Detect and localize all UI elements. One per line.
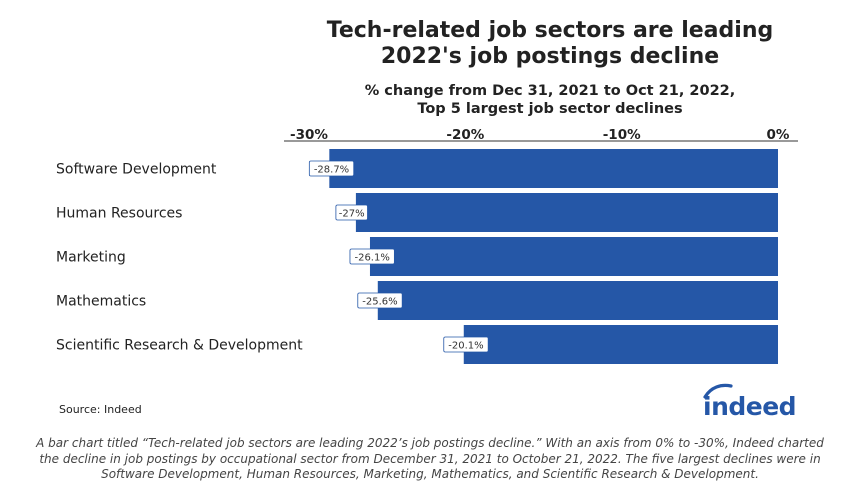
source-note: Source: Indeed	[59, 403, 142, 416]
data-label: -20.1%	[448, 340, 483, 351]
chart-title: Tech-related job sectors are leading 202…	[300, 18, 800, 70]
data-label-box	[308, 160, 355, 177]
bar	[329, 149, 778, 188]
data-label: -27%	[339, 208, 365, 219]
category-label: Scientific Research & Development	[56, 338, 303, 354]
bar	[463, 325, 778, 364]
chart-caption: A bar chart titled “Tech-related job sec…	[36, 436, 824, 481]
data-label-box	[443, 336, 489, 353]
chart-subtitle-line1: % change from Dec 31, 2021 to Oct 21, 20…	[364, 83, 736, 99]
data-label: -25.6%	[362, 296, 397, 307]
data-label-box	[349, 248, 395, 265]
category-label: Mathematics	[56, 294, 146, 310]
indeed-logo: indeed	[703, 383, 797, 421]
chart-title-line1: Tech-related job sectors are leading	[326, 18, 774, 43]
data-label-box	[335, 204, 368, 221]
bar	[355, 193, 778, 232]
category-label: Software Development	[56, 162, 217, 178]
x-tick-label: 0%	[767, 127, 790, 143]
x-tick-label: -30%	[290, 127, 328, 143]
data-label: -26.1%	[354, 252, 389, 263]
bar-chart: -30% -20% -10% 0% Software Development -28.7%…	[56, 127, 798, 364]
category-label: Marketing	[56, 250, 126, 266]
x-tick-label: -10%	[603, 127, 641, 143]
chart-subtitle: % change from Dec 31, 2021 to Oct 21, 20…	[320, 82, 780, 118]
chart-title-line2: 2022's job postings decline	[380, 44, 720, 69]
bar	[377, 281, 778, 320]
chart-subtitle-line2: Top 5 largest job sector declines	[417, 101, 683, 117]
bar	[369, 237, 778, 276]
data-label-box	[357, 292, 403, 309]
indeed-logo-text: indeed	[703, 392, 796, 421]
data-label: -28.7%	[314, 164, 349, 175]
category-label: Human Resources	[56, 206, 182, 222]
x-tick-label: -20%	[446, 127, 484, 143]
indeed-logo-swoosh	[703, 383, 733, 399]
